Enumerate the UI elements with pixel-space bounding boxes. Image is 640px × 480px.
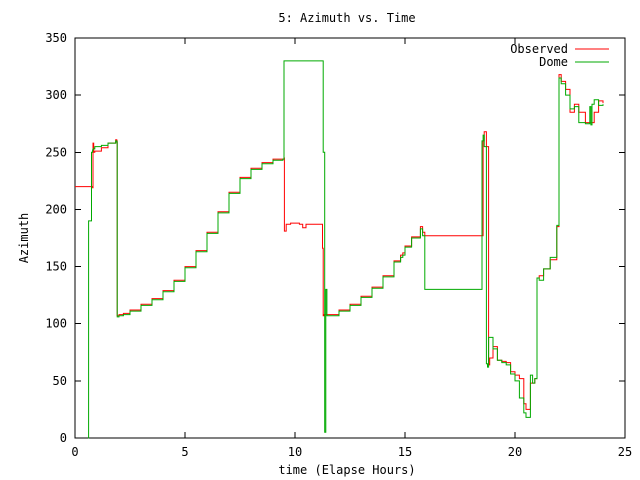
series-line-observed — [75, 74, 604, 410]
chart-title: 5: Azimuth vs. Time — [278, 11, 415, 25]
y-tick-label: 300 — [45, 88, 67, 102]
y-axis-label: Azimuth — [17, 213, 31, 264]
y-tick-label: 50 — [53, 374, 67, 388]
x-tick-label: 10 — [288, 445, 302, 459]
y-tick-label: 0 — [60, 431, 67, 445]
y-axis: 0 50 100 150 200 250 300 350 — [45, 31, 625, 445]
plot-area — [74, 37, 626, 439]
y-tick-label: 100 — [45, 317, 67, 331]
x-tick-label: 15 — [398, 445, 412, 459]
y-tick-label: 250 — [45, 145, 67, 159]
legend-label: Observed — [510, 42, 568, 56]
y-tick-label: 200 — [45, 202, 67, 216]
y-tick-label: 150 — [45, 260, 67, 274]
y-tick-label: 350 — [45, 31, 67, 45]
series-line-dome — [88, 60, 604, 439]
x-axis-label: time (Elapse Hours) — [278, 463, 415, 477]
x-axis: 0 5 10 15 20 25 — [71, 38, 632, 459]
x-tick-label: 25 — [618, 445, 632, 459]
x-tick-label: 0 — [71, 445, 78, 459]
series-layer — [75, 60, 604, 439]
x-tick-label: 20 — [508, 445, 522, 459]
x-tick-label: 5 — [181, 445, 188, 459]
legend-label: Dome — [539, 55, 568, 69]
